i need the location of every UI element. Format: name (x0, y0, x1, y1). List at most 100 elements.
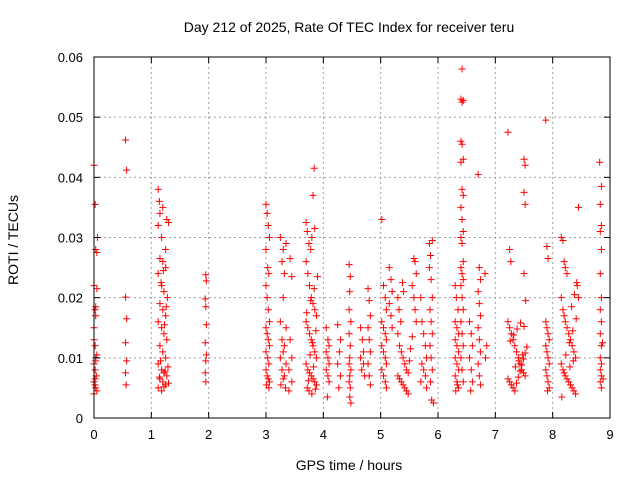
data-point-0-37 (158, 234, 166, 241)
data-point-0-348 (467, 330, 475, 338)
data-point-0-12 (91, 366, 99, 374)
data-point-0-143 (309, 191, 317, 199)
data-point-0-316 (455, 384, 463, 392)
data-point-0-241 (382, 384, 390, 392)
data-point-0-287 (425, 240, 433, 248)
data-point-0-265 (402, 387, 410, 395)
data-point-0-437 (568, 342, 576, 350)
data-point-0-394 (523, 343, 531, 351)
data-point-0-464 (597, 182, 605, 190)
data-point-0-146 (304, 270, 312, 278)
data-point-0-79 (202, 277, 210, 285)
data-point-0-120 (278, 336, 286, 344)
data-point-0-270 (410, 255, 418, 263)
data-point-0-375 (509, 336, 517, 344)
data-point-0-199 (347, 318, 355, 326)
data-point-0-147 (306, 282, 314, 290)
data-point-0-194 (335, 384, 343, 392)
data-point-0-176 (307, 297, 315, 305)
data-point-0-163 (309, 375, 317, 383)
data-point-0-150 (311, 306, 319, 314)
data-point-0-196 (346, 273, 354, 281)
data-point-0-190 (337, 336, 345, 344)
data-point-0-403 (520, 155, 528, 163)
data-point-0-203 (345, 360, 353, 368)
data-point-0-234 (378, 342, 386, 350)
data-point-0-389 (514, 373, 522, 381)
data-point-0-440 (557, 360, 565, 368)
data-point-0-63 (156, 375, 164, 383)
data-point-0-250 (397, 318, 405, 326)
data-point-0-226 (378, 215, 386, 223)
data-point-0-54 (160, 330, 168, 338)
data-point-0-217 (364, 285, 372, 293)
data-point-0-432 (560, 312, 568, 320)
data-point-0-390 (516, 367, 524, 375)
data-point-0-142 (311, 224, 319, 232)
data-point-0-266 (404, 390, 412, 398)
data-point-0-406 (521, 200, 529, 208)
data-point-0-183 (324, 354, 332, 362)
data-point-0-294 (427, 318, 435, 326)
data-point-0-249 (395, 306, 403, 314)
data-point-0-130 (285, 387, 293, 395)
data-point-0-350 (466, 354, 474, 362)
data-point-0-355 (475, 264, 483, 272)
data-point-0-424 (544, 387, 552, 395)
data-point-0-467 (596, 227, 604, 235)
data-point-0-219 (366, 312, 374, 320)
data-point-0-3 (93, 249, 101, 257)
data-point-0-49 (156, 300, 164, 308)
data-point-0-165 (312, 381, 320, 389)
data-point-0-202 (346, 354, 354, 362)
data-point-0-233 (382, 336, 390, 344)
data-point-0-318 (453, 381, 461, 389)
data-point-0-358 (475, 300, 483, 308)
data-point-0-238 (378, 366, 386, 374)
y-axis-label: ROTI / TECUs (5, 195, 21, 285)
data-point-0-61 (160, 369, 168, 377)
data-point-0-450 (558, 393, 566, 401)
grid-lines (94, 57, 610, 418)
data-point-0-326 (457, 158, 465, 166)
data-point-0-283 (420, 366, 428, 374)
data-point-0-321 (458, 98, 466, 106)
data-point-0-7 (92, 312, 100, 320)
data-point-0-300 (428, 396, 436, 404)
data-point-0-30 (123, 357, 131, 365)
data-point-0-127 (279, 375, 287, 383)
data-point-0-443 (561, 372, 569, 380)
data-point-0-117 (279, 294, 287, 302)
data-point-0-239 (380, 372, 388, 380)
data-point-0-177 (310, 285, 318, 293)
data-point-0-392 (519, 355, 527, 363)
data-point-0-78 (202, 271, 210, 279)
data-point-0-246 (387, 312, 395, 320)
data-point-0-273 (408, 282, 416, 290)
data-point-0-413 (543, 324, 551, 332)
x-tick-label-3: 3 (262, 427, 269, 442)
data-point-0-344 (457, 354, 465, 362)
data-point-0-396 (510, 331, 518, 339)
data-point-0-378 (514, 354, 522, 362)
data-point-0-473 (596, 330, 604, 338)
data-point-0-347 (466, 318, 474, 326)
data-point-0-86 (201, 369, 209, 377)
data-point-0-253 (394, 330, 402, 338)
data-point-0-377 (513, 348, 521, 356)
data-point-0-220 (364, 324, 372, 332)
data-point-0-137 (302, 218, 310, 226)
data-point-0-431 (559, 306, 567, 314)
data-point-0-174 (312, 327, 320, 335)
chart-title: Day 212 of 2025, Rate Of TEC Index for r… (184, 19, 514, 35)
data-point-0-102 (265, 342, 273, 350)
data-point-0-461 (573, 282, 581, 290)
data-point-0-385 (507, 381, 515, 389)
data-point-0-167 (305, 387, 313, 395)
data-point-0-372 (504, 318, 512, 326)
data-point-0-401 (515, 357, 523, 365)
data-point-0-260 (394, 372, 402, 380)
data-point-0-100 (263, 330, 271, 338)
data-point-0-228 (381, 294, 389, 302)
